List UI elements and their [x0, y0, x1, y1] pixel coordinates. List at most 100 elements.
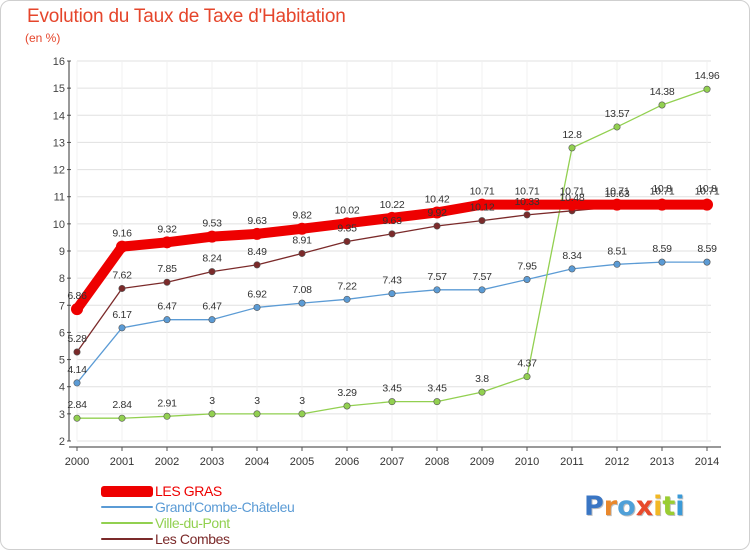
data-point — [343, 238, 351, 246]
data-label: 3 — [209, 395, 215, 407]
data-label: 10.48 — [560, 192, 585, 204]
x-tick-label: 2004 — [245, 456, 269, 468]
data-point — [118, 324, 126, 332]
data-point — [163, 316, 171, 324]
logo-letter: t — [662, 491, 676, 522]
data-point — [208, 268, 216, 276]
data-point — [71, 303, 83, 316]
data-label: 7.43 — [382, 275, 402, 287]
data-point — [161, 236, 173, 249]
data-label: 14.96 — [695, 70, 720, 82]
x-tick-label: 2007 — [380, 456, 404, 468]
legend-label: Ville-du-Pont — [155, 515, 230, 531]
data-label: 3 — [254, 395, 260, 407]
data-label: 9.53 — [202, 218, 222, 230]
data-point — [296, 222, 308, 235]
data-point — [433, 286, 441, 294]
data-point — [658, 258, 666, 266]
data-label: 9.92 — [427, 207, 447, 219]
y-tick-label: 9 — [59, 246, 65, 258]
data-point — [611, 198, 623, 211]
data-label: 7.57 — [472, 271, 492, 283]
data-label: 10.42 — [425, 193, 450, 205]
data-point — [386, 211, 398, 224]
chart-unit-label: (en %) — [25, 31, 61, 45]
x-tick-label: 2002 — [155, 456, 179, 468]
data-point — [703, 258, 711, 266]
data-point — [73, 414, 81, 422]
logo-letter: r — [603, 491, 618, 522]
data-point — [298, 410, 306, 418]
series-0 — [71, 198, 713, 316]
data-label: 9.35 — [337, 223, 357, 235]
data-point — [73, 348, 81, 356]
data-point — [251, 227, 263, 240]
data-point — [73, 379, 81, 387]
y-tick-label: 12 — [53, 165, 65, 177]
data-point — [656, 198, 668, 211]
data-point — [703, 85, 711, 93]
data-label: 2.91 — [157, 397, 177, 409]
x-tick-labels: 2000 2001 2002 2003 2004 2005 2006 2007 2008 2009… — [65, 447, 719, 468]
y-tick-label: 13 — [53, 137, 65, 149]
y-tick-label: 11 — [54, 192, 65, 204]
y-tick-label: 16 — [53, 56, 65, 68]
x-tick-label: 2005 — [290, 456, 314, 468]
chart-legend: LES GRAS Grand'Combe-Châteleu Ville-du-Pon… — [101, 483, 295, 547]
data-point — [613, 260, 621, 268]
data-label: 13.57 — [605, 108, 630, 120]
data-point — [206, 230, 218, 243]
data-label: 8.49 — [247, 246, 267, 258]
data-label: 9.16 — [112, 228, 132, 240]
data-label: 8.59 — [697, 243, 717, 255]
data-label: 6.47 — [157, 301, 177, 313]
series-1 — [73, 258, 711, 387]
data-point — [613, 123, 621, 131]
data-label: 3 — [299, 395, 305, 407]
chart-title: Evolution du Taux de Taxe d'Habitation — [27, 6, 346, 27]
data-label: 3.45 — [427, 383, 447, 395]
legend-item: Les Combes — [101, 531, 294, 547]
data-label: 3.8 — [475, 373, 489, 385]
logo-letter: i — [653, 491, 663, 522]
data-label: 6.86 — [67, 290, 87, 302]
data-point — [566, 198, 578, 211]
data-point — [388, 398, 396, 406]
data-label: 7.62 — [112, 269, 132, 281]
data-label: 2.84 — [67, 399, 87, 411]
data-point — [476, 198, 488, 211]
data-point — [478, 217, 486, 225]
y-tick-label: 8 — [59, 273, 65, 285]
y-tick-label: 3 — [59, 409, 65, 421]
data-label: 2.84 — [112, 399, 132, 411]
data-label: 10.12 — [470, 202, 495, 214]
legend-item: Grand'Combe-Châteleu — [101, 499, 295, 515]
data-label: 8.91 — [292, 234, 312, 246]
data-point — [343, 295, 351, 303]
data-point — [523, 373, 531, 381]
data-point — [253, 303, 261, 311]
data-point — [521, 198, 533, 211]
data-point — [343, 402, 351, 410]
data-label: 10.8 — [652, 183, 672, 195]
y-tick-label: 15 — [53, 83, 65, 95]
data-label: 9.63 — [247, 215, 267, 227]
data-point — [118, 414, 126, 422]
data-label: 10.71 — [605, 186, 630, 198]
data-label: 5.28 — [67, 333, 87, 345]
legend-label: Grand'Combe-Châteleu — [155, 499, 295, 515]
data-point — [163, 412, 171, 420]
data-point — [388, 230, 396, 238]
legend-label: LES GRAS — [155, 483, 222, 499]
x-tick-label: 2001 — [110, 456, 134, 468]
logo-letter: x — [635, 491, 654, 522]
data-point — [478, 388, 486, 396]
logo-letter: i — [675, 491, 685, 522]
data-label: 7.22 — [337, 280, 357, 292]
x-tick-label: 2003 — [200, 456, 224, 468]
y-tick-label: 5 — [59, 355, 65, 367]
logo-letter: o — [617, 491, 636, 522]
data-label: 7.57 — [427, 271, 447, 283]
data-label: 4.37 — [517, 358, 537, 370]
